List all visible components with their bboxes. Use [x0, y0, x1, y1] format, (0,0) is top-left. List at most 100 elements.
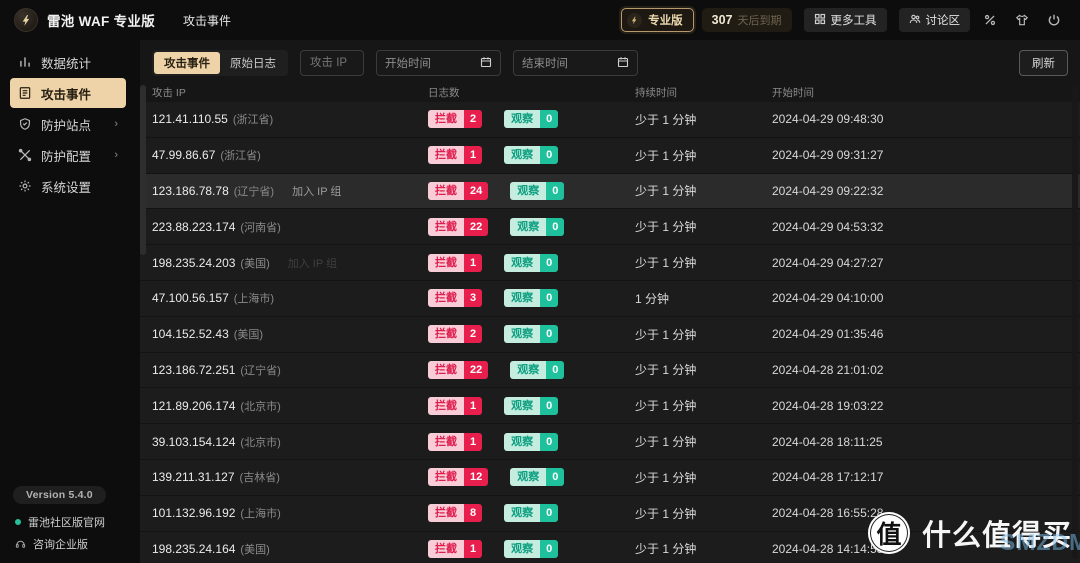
log-count-cell: 拦截 22 观察 0: [428, 360, 635, 379]
attack-ip: 47.99.86.67: [152, 148, 216, 163]
table-row[interactable]: 198.235.24.203 (美国) 加入 IP 组 拦截 1 观察 0 少于 1 分钟 20…: [140, 245, 1080, 281]
start-time: 2024-04-28 18:11:25: [772, 434, 883, 449]
block-count-badge: 拦截 3: [428, 289, 483, 308]
pro-edition-badge[interactable]: 专业版: [621, 8, 694, 32]
block-count-badge: 拦截 12: [428, 468, 489, 487]
start-time: 2024-04-29 01:35:46: [772, 327, 884, 342]
table-row[interactable]: 123.186.78.78 (辽宁省) 加入 IP 组 拦截 24 观察 0 少于 1 分钟 2…: [140, 173, 1080, 210]
ip-location: (浙江省): [232, 114, 274, 127]
attack-ip-input[interactable]: [300, 50, 364, 76]
logout-icon[interactable]: [1042, 8, 1066, 32]
sidebar-item-3[interactable]: 防护站点 ›: [10, 109, 126, 139]
attack-ip: 47.100.56.157: [152, 291, 229, 306]
table-body: 121.41.110.55 (浙江省) 拦截 2 观察 0 少于 1 分钟 2024-04-2…: [140, 102, 1080, 563]
scrollbar-thumb[interactable]: [140, 85, 146, 255]
start-time: 2024-04-29 09:48:30: [772, 112, 884, 127]
table-row[interactable]: 101.132.96.192 (上海市) 拦截 8 观察 0 少于 1 分钟 2024-04-…: [140, 495, 1080, 532]
attack-ip: 123.186.78.78: [152, 183, 229, 198]
duration: 少于 1 分钟: [635, 148, 697, 163]
block-count-badge: 拦截 24: [428, 181, 489, 200]
join-ip-group-link[interactable]: 加入 IP 组: [292, 185, 342, 198]
attack-ip-cell: 39.103.154.124 (北京市): [152, 434, 428, 450]
start-time-placeholder: 开始时间: [385, 58, 431, 70]
promo-icon[interactable]: [978, 8, 1002, 32]
table-row[interactable]: 104.152.52.43 (美国) 拦截 2 观察 0 少于 1 分钟 2024-04-29…: [140, 316, 1080, 353]
table-row[interactable]: 223.88.223.174 (河南省) 拦截 22 观察 0 少于 1 分钟 2024-04…: [140, 209, 1080, 246]
calendar-icon: [480, 56, 492, 71]
expiry-days: 307: [711, 13, 733, 27]
table-row[interactable]: 198.235.24.164 (美国) 拦截 1 观察 0 少于 1 分钟 2024-04-2…: [140, 531, 1080, 563]
gear-icon: [18, 179, 32, 193]
start-time-input[interactable]: 开始时间: [376, 50, 501, 76]
sidebar-item-4[interactable]: 防护配置 ›: [10, 140, 126, 170]
sidebar-link-1[interactable]: 雷池社区版官网: [0, 511, 140, 533]
observe-count-badge: 观察 0: [510, 468, 565, 487]
ip-location: (美国): [240, 543, 270, 556]
chevron-right-icon: ›: [114, 118, 118, 130]
shield-icon: [18, 117, 32, 131]
duration: 少于 1 分钟: [635, 399, 697, 414]
attack-ip-cell: 198.235.24.203 (美国) 加入 IP 组: [152, 255, 428, 271]
log-count-cell: 拦截 2 观察 0: [428, 325, 635, 344]
tab-1[interactable]: 攻击事件: [154, 52, 220, 74]
refresh-button[interactable]: 刷新: [1019, 50, 1068, 76]
sidebar-link-2[interactable]: 咨询企业版: [0, 533, 140, 555]
start-time: 2024-04-28 17:12:17: [772, 470, 884, 485]
block-count-badge: 拦截 8: [428, 504, 483, 523]
attack-ip: 121.41.110.55: [152, 112, 228, 127]
block-count-badge: 拦截 2: [428, 110, 483, 129]
tab-2[interactable]: 原始日志: [220, 52, 286, 74]
tools-icon: [18, 148, 32, 162]
log-count-cell: 拦截 3 观察 0: [428, 289, 635, 308]
table-row[interactable]: 121.89.206.174 (北京市) 拦截 1 观察 0 少于 1 分钟 2024-04-…: [140, 388, 1080, 425]
people-icon: [909, 13, 921, 28]
observe-count-badge: 观察 0: [504, 432, 559, 451]
table-row[interactable]: 47.99.86.67 (浙江省) 拦截 1 观察 0 少于 1 分钟 2024-04-29 …: [140, 137, 1080, 174]
table-header: 攻击 IP 日志数 持续时间 开始时间: [140, 82, 1080, 102]
table-row[interactable]: 123.186.72.251 (辽宁省) 拦截 22 观察 0 少于 1 分钟 2024-04…: [140, 352, 1080, 389]
duration: 少于 1 分钟: [635, 470, 697, 485]
log-count-cell: 拦截 8 观察 0: [428, 504, 635, 523]
ip-location: (浙江省): [220, 150, 261, 163]
log-count-cell: 拦截 1 观察 0: [428, 432, 635, 451]
attack-ip: 198.235.24.164: [152, 541, 236, 556]
observe-count-badge: 观察 0: [504, 539, 559, 558]
attack-ip-cell: 223.88.223.174 (河南省): [152, 219, 428, 235]
scrollbar-track[interactable]: [1072, 85, 1078, 559]
sidebar-item-5[interactable]: 系统设置: [10, 171, 126, 201]
table-row[interactable]: 47.100.56.157 (上海市) 拦截 3 观察 0 1 分钟 2024-04-29 0…: [140, 280, 1080, 317]
attack-ip: 198.235.24.203: [152, 255, 236, 270]
duration: 少于 1 分钟: [635, 184, 697, 199]
sidebar-item-label: 攻击事件: [41, 87, 92, 102]
join-ip-group-link[interactable]: 加入 IP 组: [287, 257, 338, 270]
end-time-input[interactable]: 结束时间: [513, 50, 638, 76]
sidebar-link-label: 咨询企业版: [33, 539, 88, 551]
sidebar-item-1[interactable]: 数据统计: [10, 47, 126, 77]
app-title: 雷池 WAF 专业版: [47, 14, 155, 29]
attack-ip-cell: 121.41.110.55 (浙江省): [152, 111, 428, 127]
observe-count-badge: 观察 0: [510, 181, 565, 200]
discussion-button[interactable]: 讨论区: [898, 8, 970, 32]
more-tools-button[interactable]: 更多工具: [803, 8, 887, 32]
attack-ip-cell: 139.211.31.127 (吉林省): [152, 469, 428, 485]
duration: 少于 1 分钟: [635, 256, 697, 271]
observe-count-badge: 观察 0: [504, 253, 559, 272]
start-time: 2024-04-28 19:03:22: [772, 398, 884, 413]
top-header: 雷池 WAF 专业版 攻击事件 专业版 307 天后到期 更多工具 讨论区: [0, 0, 1080, 40]
breadcrumb: 攻击事件: [183, 13, 232, 28]
sidebar-item-2[interactable]: 攻击事件: [10, 78, 126, 108]
table-row[interactable]: 121.41.110.55 (浙江省) 拦截 2 观察 0 少于 1 分钟 2024-04-2…: [140, 102, 1080, 138]
headset-icon: [15, 539, 26, 550]
table-row[interactable]: 139.211.31.127 (吉林省) 拦截 12 观察 0 少于 1 分钟 2024-04…: [140, 459, 1080, 496]
attack-ip: 104.152.52.43: [152, 327, 229, 342]
log-count-cell: 拦截 1 观察 0: [428, 253, 635, 272]
start-time: 2024-04-29 09:22:32: [772, 183, 884, 198]
table-row[interactable]: 39.103.154.124 (北京市) 拦截 1 观察 0 少于 1 分钟 2024-04-…: [140, 424, 1080, 460]
column-header: 持续时间: [635, 86, 677, 99]
header-actions: 专业版 307 天后到期 更多工具 讨论区: [621, 8, 1066, 32]
attack-ip-cell: 123.186.72.251 (辽宁省): [152, 362, 428, 378]
attack-ip: 139.211.31.127: [152, 470, 235, 485]
attack-ip-cell: 101.132.96.192 (上海市): [152, 505, 428, 521]
theme-icon[interactable]: [1010, 8, 1034, 32]
